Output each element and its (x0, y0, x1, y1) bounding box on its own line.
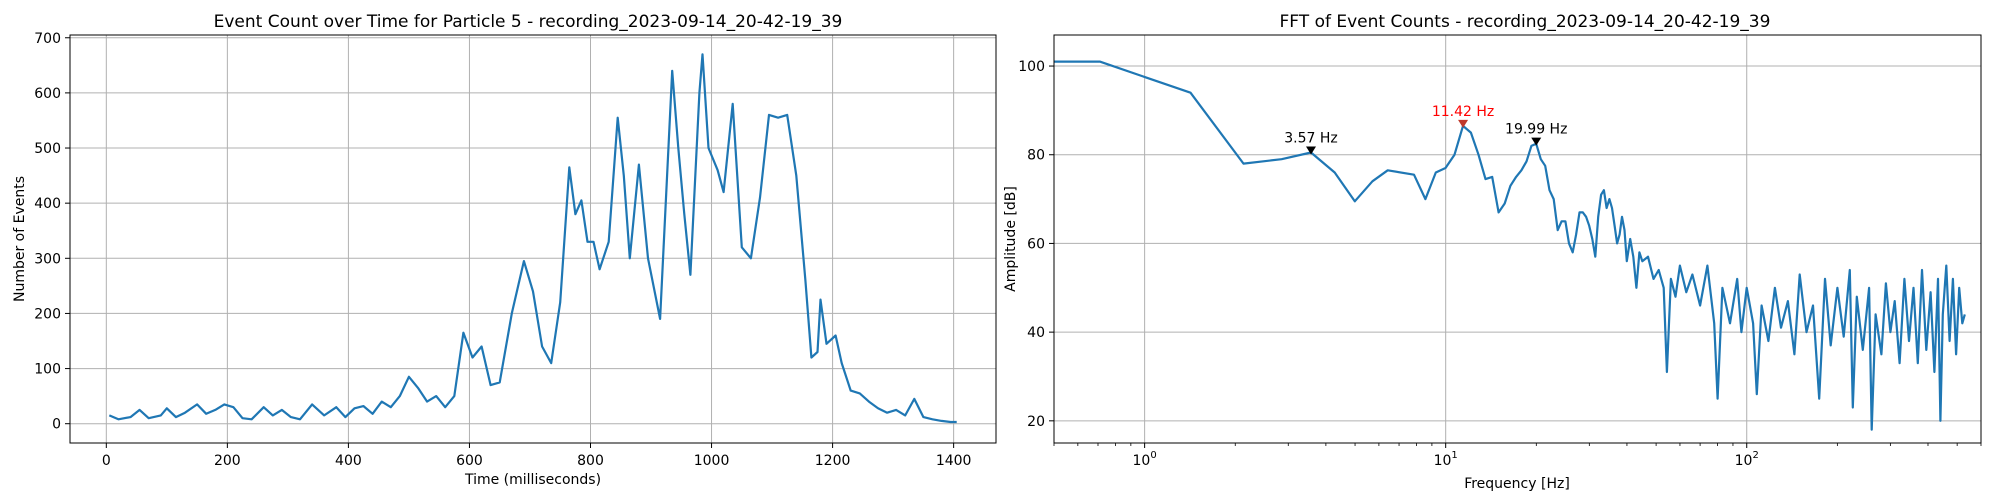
x-tick-label: 1200 (815, 453, 851, 469)
peak-marker (1458, 119, 1469, 128)
x-tick-label: 1400 (936, 453, 972, 469)
x-tick-label: 600 (456, 453, 483, 469)
y-tick-label: 0 (52, 417, 61, 433)
peak-label: 19.99 Hz (1505, 122, 1567, 138)
y-tick-label: 100 (1018, 59, 1045, 75)
y-tick-label: 100 (34, 362, 61, 378)
peak-label: 11.42 Hz (1432, 104, 1494, 120)
y-tick-label: 300 (34, 251, 61, 267)
chart-fft: FFT of Event Counts - recording_2023-09-… (1003, 12, 1982, 492)
x-tick-label: 0 (102, 453, 111, 469)
x-tick-exponent: 1 (1451, 450, 1457, 461)
y-tick-label: 60 (1027, 236, 1045, 252)
chart2-series-line (1054, 60, 1966, 431)
y-tick-label: 600 (34, 86, 61, 102)
chart1-plot-frame (69, 34, 997, 444)
y-tick-label: 200 (34, 306, 61, 322)
x-tick-label: 200 (214, 453, 241, 469)
chart1-xlabel: Time (milliseconds) (464, 472, 601, 488)
y-tick-label: 20 (1027, 414, 1045, 430)
y-tick-label: 500 (34, 141, 61, 157)
chart2-grid (1054, 35, 1981, 443)
peak-marker (1306, 146, 1317, 155)
chart1-grid (70, 35, 996, 443)
y-tick-label: 400 (34, 196, 61, 212)
chart2-ylabel: Amplitude [dB] (1003, 186, 1019, 292)
x-tick-label: 102 (1735, 450, 1759, 469)
peak-label: 3.57 Hz (1284, 131, 1338, 147)
y-tick-label: 700 (34, 31, 61, 47)
x-tick-label: 1000 (694, 453, 730, 469)
chart1-ticks: 0 200 400 600 800 1000 1200 1400 0 100 200 300 400 50… (34, 31, 971, 469)
y-tick-label: 80 (1027, 148, 1045, 164)
chart2-annotations: 3.57 Hz 11.42 Hz 19.99 Hz (1284, 104, 1567, 155)
chart1-title: Event Count over Time for Particle 5 - r… (214, 12, 843, 32)
chart1-ylabel: Number of Events (12, 176, 28, 302)
x-tick-label: 400 (335, 453, 362, 469)
x-tick-exponent: 0 (1150, 450, 1156, 461)
x-tick-label: 100 (1133, 450, 1157, 469)
chart-event-count: Event Count over Time for Particle 5 - r… (12, 12, 997, 488)
x-tick-label: 101 (1434, 450, 1458, 469)
chart1-series-line (108, 53, 957, 424)
x-tick-label: 800 (577, 453, 604, 469)
y-tick-label: 40 (1027, 325, 1045, 341)
x-tick-exponent: 2 (1752, 450, 1758, 461)
chart2-title: FFT of Event Counts - recording_2023-09-… (1280, 12, 1771, 32)
chart2-plot-frame (1053, 34, 1982, 444)
chart2-xlabel: Frequency [Hz] (1464, 476, 1570, 492)
peak-marker (1531, 137, 1542, 146)
